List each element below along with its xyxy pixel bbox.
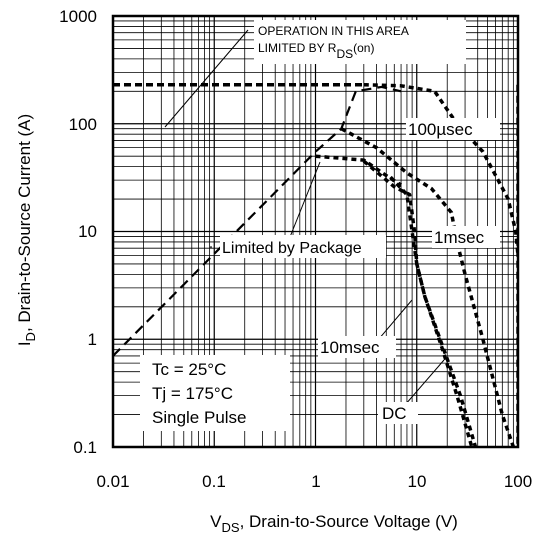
annotations: OPERATION IN THIS AREA LIMITED BY RDS(on… <box>140 20 500 431</box>
y-axis-label: ID, Drain-to-Source Current (A) <box>15 114 38 346</box>
ms1-label-bg <box>432 226 500 248</box>
series-line-ms10 <box>113 85 402 357</box>
y-tick-labels: 1000 100 10 1 0.1 <box>59 7 97 457</box>
condition-tc: Tc = 25°C <box>152 360 226 379</box>
ms10-leader-line <box>377 299 413 341</box>
rds-label-bg <box>254 20 466 64</box>
x-tick-label: 10 <box>408 472 427 491</box>
rds-leader-line <box>164 29 249 128</box>
package-leader-line <box>289 161 321 238</box>
series-line-dc <box>389 175 474 447</box>
ms10-label-bg <box>318 336 396 358</box>
condition-single-pulse: Single Pulse <box>152 408 247 427</box>
package-annotation: Limited by Package <box>222 240 362 257</box>
y-tick-label: 1000 <box>59 7 97 26</box>
x-tick-label: 0.01 <box>96 472 129 491</box>
y-tick-label: 1 <box>88 330 97 349</box>
condition-tj: Tj = 175°C <box>152 384 233 403</box>
ms10-label: 10msec <box>320 338 380 357</box>
x-tick-label: 100 <box>504 472 532 491</box>
dc-label: DC <box>382 404 407 423</box>
rds-annotation-line2: LIMITED BY RDS(on) <box>258 41 374 61</box>
x-axis-label: VDS, Drain-to-Source Voltage (V) <box>210 512 458 535</box>
x-tick-label: 0.1 <box>202 472 226 491</box>
y-tick-label: 0.1 <box>73 438 97 457</box>
y-tick-label: 10 <box>78 222 97 241</box>
x-tick-labels: 0.01 0.1 1 10 100 <box>96 472 532 491</box>
rds-annotation-line1: OPERATION IN THIS AREA <box>258 24 409 38</box>
x-tick-label: 1 <box>311 472 320 491</box>
us100-label: 100µsec <box>408 120 473 139</box>
dc-label-bg <box>378 402 418 424</box>
conditions-box <box>140 355 290 431</box>
ms1-label: 1msec <box>434 228 485 247</box>
package-label-bg <box>220 235 386 258</box>
plot-frame <box>111 14 520 449</box>
us100-label-bg <box>406 118 500 140</box>
dc-leader-line <box>404 359 445 406</box>
y-tick-label: 100 <box>69 115 97 134</box>
